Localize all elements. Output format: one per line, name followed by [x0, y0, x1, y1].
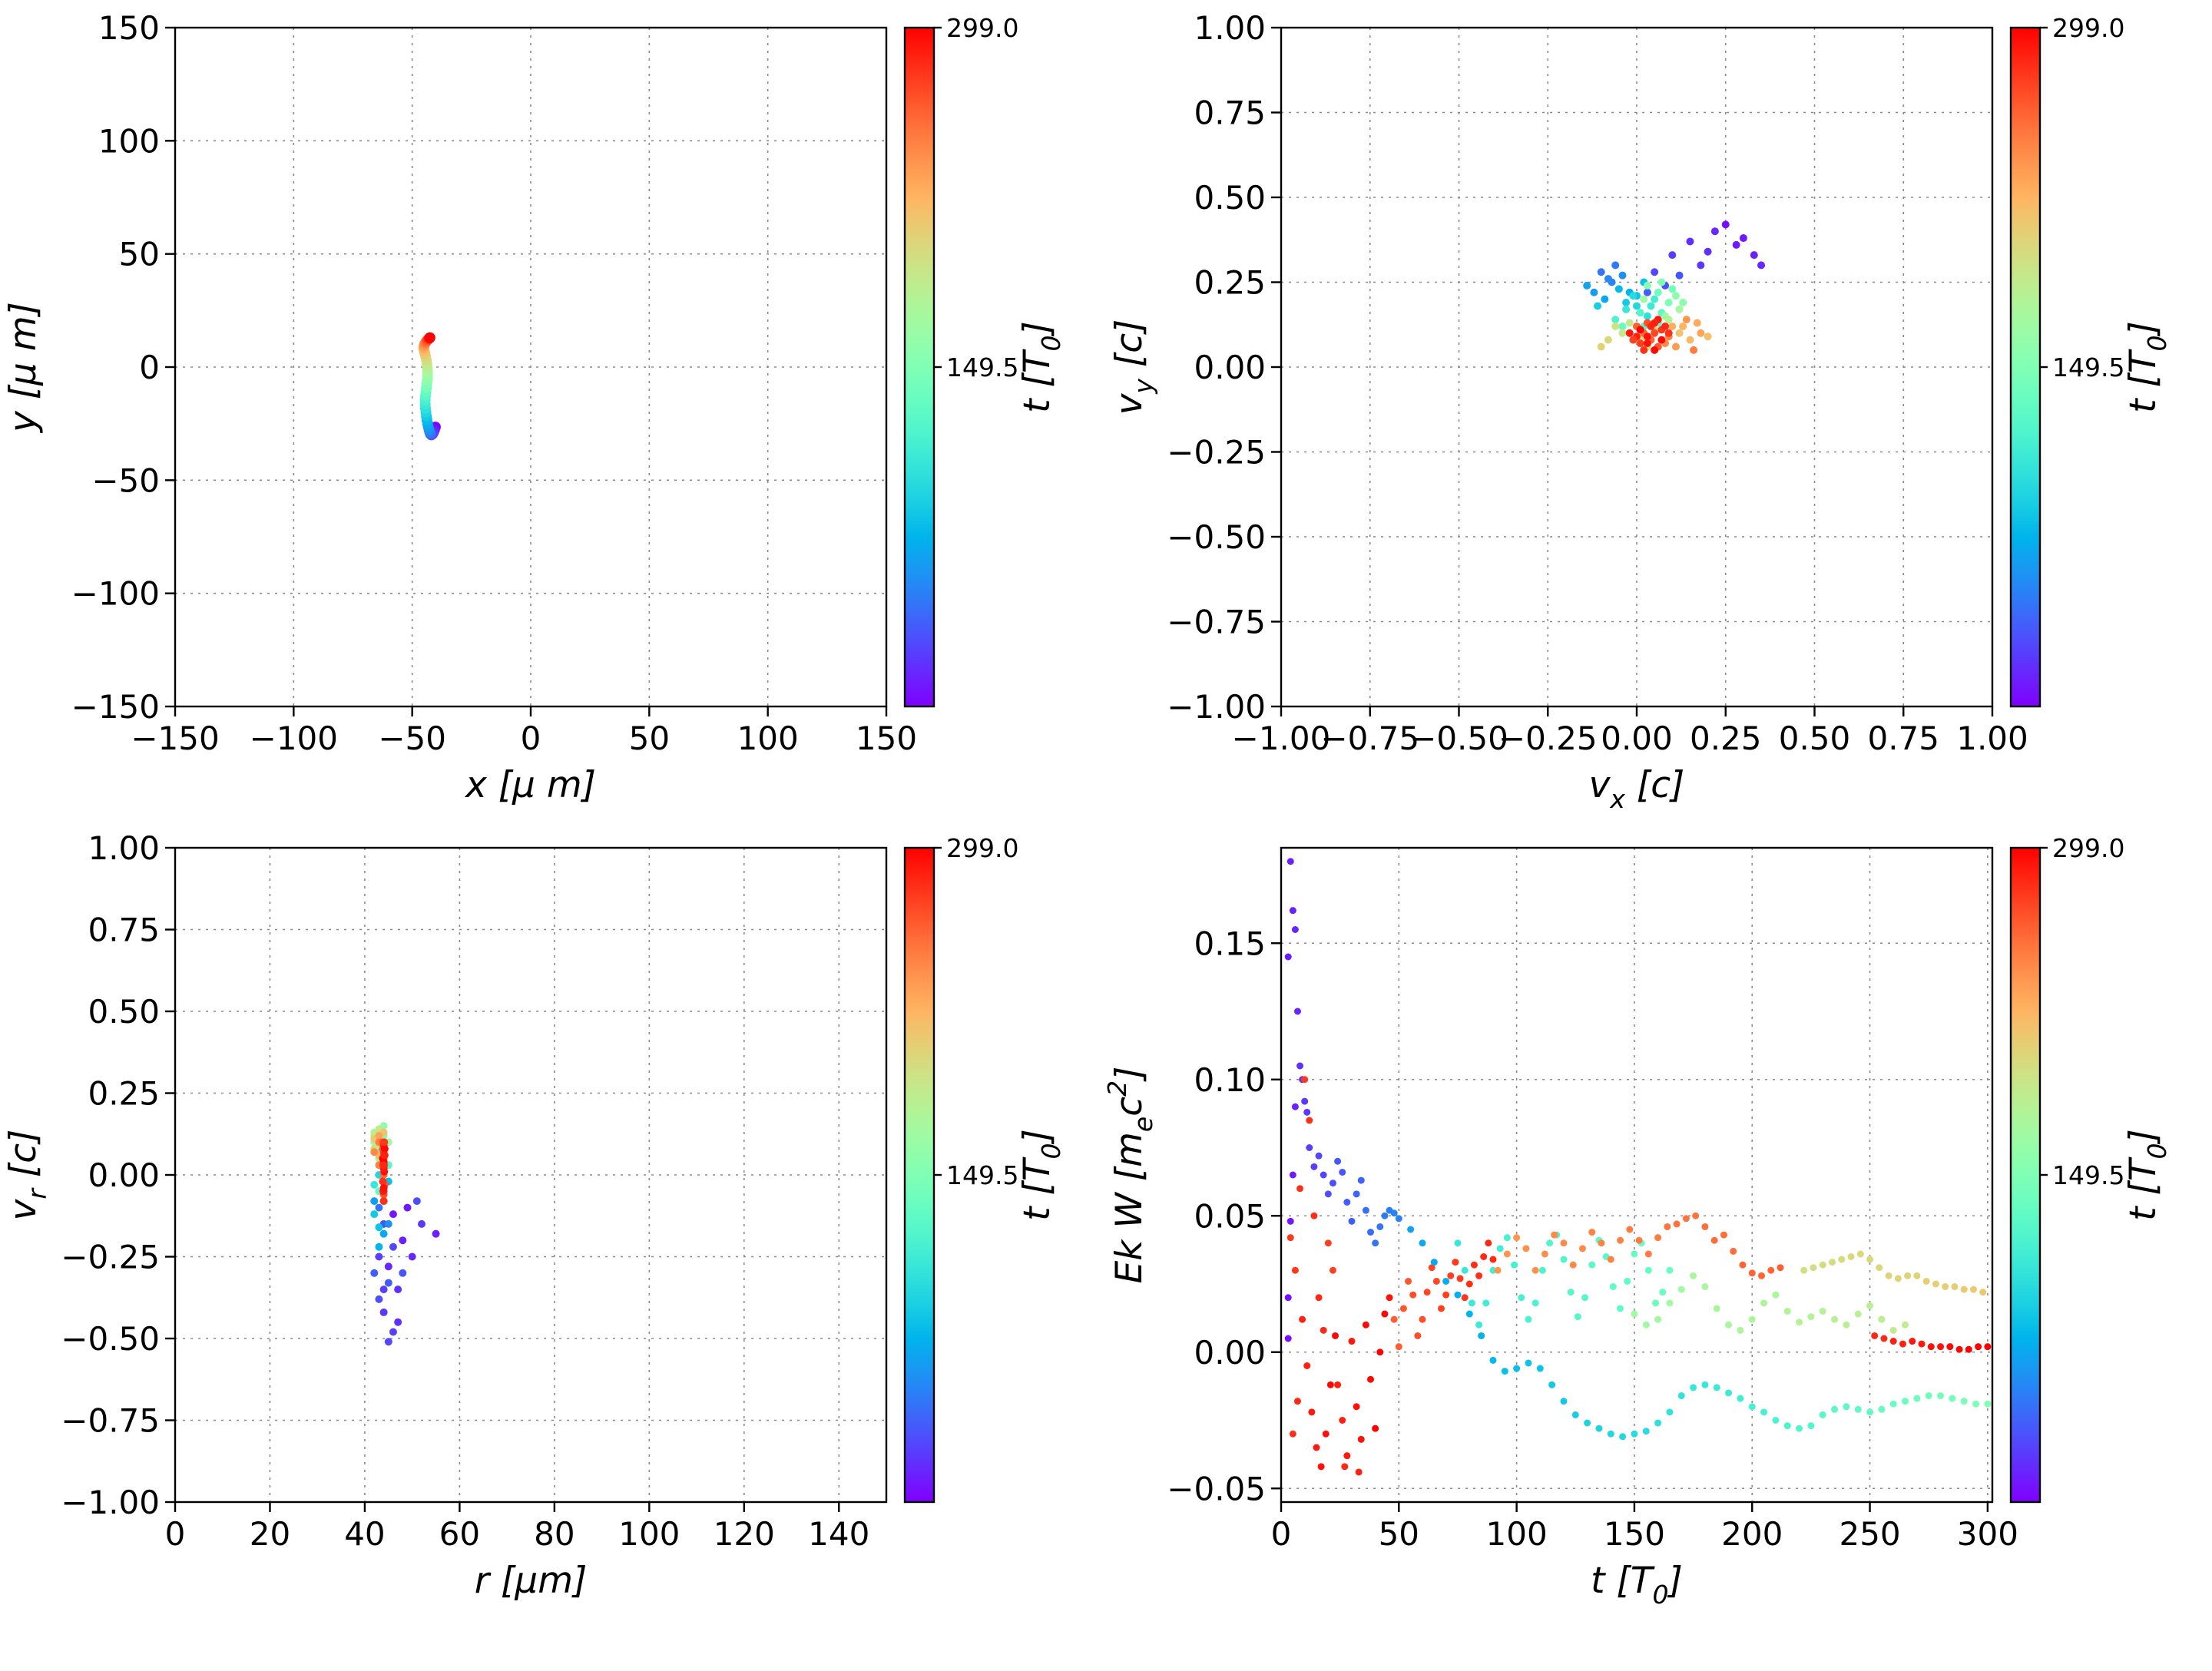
- y-tick-label: 0.05: [1194, 1197, 1266, 1235]
- y-tick-label: −0.50: [61, 1320, 160, 1358]
- y-tick-label: −0.25: [1167, 434, 1266, 472]
- colorbar-label: t [T0]: [2122, 1129, 2172, 1221]
- y-tick-label: −0.25: [61, 1239, 160, 1276]
- y-tick-label: −0.05: [1167, 1470, 1266, 1507]
- y-tick-label: 0.75: [88, 912, 160, 949]
- plot-velocity-vx-vy: −1.00−0.75−0.50−0.25 0.00 0.25 0.50 0.75 1.00…: [1108, 9, 2172, 814]
- x-tick-label: 0: [521, 720, 541, 757]
- colorbar-tick-label: 299.0: [946, 13, 1018, 43]
- y-tick-label: −0.75: [61, 1402, 160, 1440]
- gridlines: [1280, 27, 1993, 707]
- y-tick-label: 0.00: [88, 1156, 160, 1194]
- x-tick-label: 60: [439, 1515, 480, 1553]
- x-axis-label: x [μ m]: [464, 764, 596, 806]
- y-tick-label: 0.75: [1194, 94, 1266, 132]
- gridlines: [174, 847, 886, 1503]
- x-axis-label: t [T0]: [1591, 1560, 1683, 1610]
- x-tick-label: 0.75: [1867, 720, 1939, 757]
- y-tick-label: 1.00: [88, 836, 160, 867]
- colorbar-tick-label: 299.0: [946, 836, 1018, 863]
- plot-position-xy: −150 −100 −50 0 50 100 150 150 100 50 0 −50 −100 −150…: [2, 9, 1066, 806]
- colorbar-tick-label: 299.0: [2052, 836, 2124, 863]
- x-tick-label: 120: [714, 1515, 775, 1553]
- x-tick-label: 100: [618, 1515, 680, 1553]
- x-tick-label: −0.25: [1498, 720, 1598, 757]
- colorbar-tick-label: 149.5: [2052, 352, 2124, 382]
- gridlines: [174, 27, 887, 707]
- colorbar: [2011, 848, 2040, 1502]
- x-tick-label: 300: [1957, 1515, 2018, 1553]
- y-axis-label: vr [c]: [2, 1130, 52, 1221]
- colorbar-label: t [T0]: [2122, 321, 2172, 413]
- y-tick-label: 1.00: [1194, 9, 1266, 47]
- y-tick-label: 100: [98, 122, 160, 160]
- x-tick-label: −1.00: [1232, 720, 1331, 757]
- x-tick-label: 100: [737, 720, 799, 757]
- y-tick-label: 0.15: [1194, 925, 1266, 962]
- colorbar-tick-label: 299.0: [2052, 13, 2124, 43]
- y-tick-label: 0.50: [1194, 179, 1266, 217]
- colorbar: [905, 848, 934, 1502]
- y-tick-label: 0.00: [1194, 1334, 1266, 1372]
- colorbar-label: t [T0]: [1016, 1129, 1066, 1221]
- y-tick-label: 150: [98, 9, 160, 47]
- x-tick-label: −150: [131, 720, 219, 757]
- y-axis-label: y [μ m]: [2, 302, 45, 434]
- x-tick-label: 0: [165, 1515, 186, 1553]
- colorbar: [905, 28, 934, 706]
- x-tick-label: 50: [1379, 1515, 1419, 1553]
- scatter-points: [1583, 220, 1766, 354]
- x-tick-label: 140: [808, 1515, 869, 1553]
- y-tick-label: −50: [91, 462, 160, 499]
- x-axis-label: r [μm]: [475, 1560, 588, 1602]
- scatter-points: [370, 1122, 440, 1346]
- colorbar-tick-label: 149.5: [2052, 1160, 2124, 1190]
- colorbar-label: t [T0]: [1016, 321, 1066, 413]
- gridlines: [1280, 848, 1992, 1502]
- y-tick-label: −0.75: [1167, 604, 1266, 641]
- scatter-points: [1284, 858, 1992, 1476]
- y-tick-label: 50: [119, 236, 160, 273]
- x-tick-label: 40: [344, 1515, 385, 1553]
- x-tick-label: 0.50: [1779, 720, 1851, 757]
- y-tick-label: 0.25: [88, 1075, 160, 1113]
- y-tick-label: −100: [71, 575, 160, 613]
- y-tick-label: 0.10: [1194, 1061, 1266, 1099]
- x-tick-label: −0.50: [1409, 720, 1508, 757]
- y-axis-label: vy [c]: [1108, 319, 1158, 415]
- axes-frame: [1280, 846, 1994, 1504]
- x-tick-label: 100: [1486, 1515, 1548, 1553]
- x-tick-label: −100: [250, 720, 338, 757]
- x-axis-label: vx [c]: [1589, 764, 1685, 814]
- x-tick-label: 200: [1721, 1515, 1783, 1553]
- y-tick-label: −0.50: [1167, 518, 1266, 556]
- x-tick-label: 80: [534, 1515, 575, 1553]
- scatter-points: [418, 332, 441, 441]
- x-tick-label: 150: [856, 720, 917, 757]
- colorbar-tick-label: 149.5: [946, 352, 1018, 382]
- y-tick-label: 0.25: [1194, 264, 1266, 302]
- colorbar: [2011, 28, 2040, 706]
- x-tick-label: 150: [1604, 1515, 1665, 1553]
- y-axis-label: Ek W [mec2]: [1106, 1067, 1158, 1284]
- colorbar-tick-label: 149.5: [946, 1160, 1018, 1190]
- x-tick-label: 0.25: [1690, 720, 1762, 757]
- x-tick-label: 50: [629, 720, 670, 757]
- y-tick-label: 0.50: [88, 993, 160, 1031]
- y-tick-label: 0: [139, 349, 160, 386]
- plot-r-vr: 0 20 40 60 80 100 120 140 1.00 0.75 0.50 0.25 0.00 −0…: [2, 836, 1066, 1602]
- x-tick-label: 20: [250, 1515, 290, 1553]
- y-tick-label: −1.00: [1167, 688, 1266, 726]
- x-tick-label: −0.75: [1320, 720, 1419, 757]
- y-tick-label: −1.00: [61, 1484, 160, 1521]
- y-tick-label: −150: [71, 688, 160, 726]
- x-tick-label: 0: [1271, 1515, 1292, 1553]
- x-tick-label: 1.00: [1956, 720, 2028, 757]
- x-tick-label: 0.00: [1601, 720, 1673, 757]
- x-tick-label: 250: [1839, 1515, 1900, 1553]
- x-tick-label: −50: [378, 720, 446, 757]
- y-tick-label: 0.00: [1194, 349, 1266, 386]
- plot-energy-time: 0 50 100 150 200 250 300 0.15 0.10 0.05 0.00 −0.05 t…: [1106, 836, 2172, 1610]
